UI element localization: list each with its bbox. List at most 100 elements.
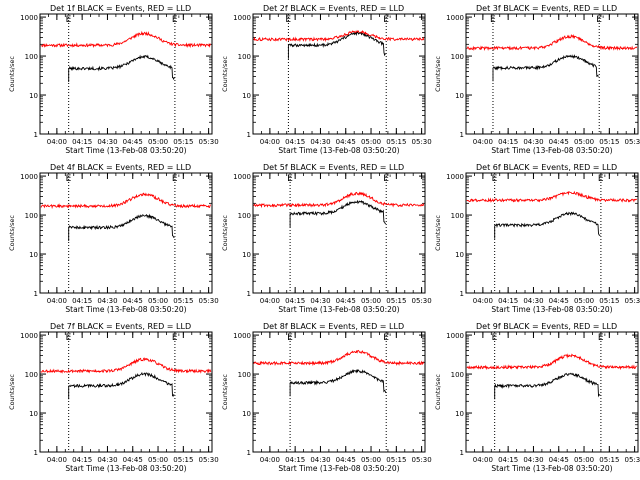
x-tick-label: 04:30	[310, 138, 330, 146]
y-tick-label: 10	[29, 92, 38, 100]
series-red-line	[253, 29, 425, 43]
x-tick-label: 05:30	[199, 456, 219, 464]
chart-panel: Det 3f BLACK = Events, RED = LLD 1 10 100 10…	[434, 4, 640, 155]
series-black-line	[68, 371, 175, 400]
x-axis-label: Start Time (13-Feb-08 03:50:20)	[65, 305, 186, 314]
x-tick-label: 04:15	[285, 138, 305, 146]
plot-frame	[39, 331, 213, 453]
y-tick-label: 1000	[446, 14, 464, 22]
event-end-label: E'	[598, 174, 606, 184]
y-tick-label: 1000	[20, 14, 38, 22]
x-axis-label: Start Time (13-Feb-08 03:50:20)	[491, 305, 612, 314]
y-tick-label: 100	[238, 371, 251, 379]
x-tick-label: 05:30	[625, 138, 640, 146]
event-end-label: E'	[383, 15, 391, 25]
y-tick-label: 1	[34, 290, 38, 298]
x-tick-label: 05:15	[386, 456, 406, 464]
y-tick-label: 1000	[20, 332, 38, 340]
y-tick-label: 100	[25, 371, 38, 379]
x-tick-label: 05:30	[412, 297, 432, 305]
series-black-line	[289, 199, 386, 227]
plot-frame	[39, 13, 213, 135]
series-black-line	[68, 54, 175, 82]
event-start-label: E	[287, 333, 293, 343]
plot-frame	[465, 331, 639, 453]
series-red-line	[466, 353, 637, 371]
series-red-line	[466, 190, 638, 203]
x-tick-label: 05:15	[173, 138, 193, 146]
chart-title: Det 3f BLACK = Events, RED = LLD	[476, 4, 617, 13]
x-tick-label: 05:15	[173, 297, 193, 305]
x-tick-label: 04:45	[336, 456, 356, 464]
event-start-label: E	[492, 174, 498, 184]
event-start-label: E	[66, 174, 72, 184]
x-tick-label: 05:15	[599, 138, 619, 146]
y-tick-label: 1	[247, 449, 251, 457]
x-tick-label: 04:15	[72, 138, 92, 146]
plot-frame	[465, 13, 639, 135]
event-start-label: E	[287, 174, 293, 184]
chart-title: Det 4f BLACK = Events, RED = LLD	[50, 163, 191, 172]
series-red-line	[40, 30, 212, 49]
y-tick-label: 100	[451, 212, 464, 220]
event-end-label: E'	[172, 15, 180, 25]
x-tick-label: 04:45	[336, 297, 356, 305]
y-tick-label: 1	[460, 131, 464, 139]
event-start-label: E	[490, 15, 496, 25]
event-start-label: E	[285, 15, 291, 25]
x-tick-label: 04:00	[473, 297, 493, 305]
x-tick-label: 04:45	[123, 456, 143, 464]
x-tick-label: 05:15	[599, 297, 619, 305]
x-axis-label: Start Time (13-Feb-08 03:50:20)	[278, 464, 399, 473]
y-tick-label: 10	[29, 410, 38, 418]
x-tick-label: 04:45	[123, 297, 143, 305]
x-tick-label: 05:00	[574, 297, 594, 305]
y-tick-label: 100	[238, 212, 251, 220]
y-axis-label: Counts/sec	[434, 374, 442, 410]
series-red-line	[253, 349, 425, 367]
x-axis-label: Start Time (13-Feb-08 03:50:20)	[278, 146, 399, 155]
x-tick-label: 05:15	[386, 297, 406, 305]
series-black-line	[68, 213, 175, 241]
y-axis-label: Counts/sec	[221, 374, 229, 410]
plot-frame	[465, 172, 639, 294]
x-tick-label: 05:30	[412, 456, 432, 464]
y-tick-label: 1	[34, 449, 38, 457]
plot-frame	[252, 13, 426, 135]
y-tick-label: 1	[34, 131, 38, 139]
x-tick-label: 05:00	[361, 297, 381, 305]
event-end-label: E'	[172, 174, 180, 184]
y-tick-label: 1	[460, 290, 464, 298]
x-tick-label: 04:00	[47, 138, 67, 146]
x-tick-label: 04:30	[310, 456, 330, 464]
event-end-label: E'	[383, 174, 391, 184]
event-start-label: E	[492, 333, 498, 343]
x-tick-label: 04:00	[473, 138, 493, 146]
series-black-line	[494, 372, 601, 400]
y-axis-label: Counts/sec	[8, 215, 16, 251]
series-black-line	[287, 31, 386, 59]
x-axis-label: Start Time (13-Feb-08 03:50:20)	[65, 146, 186, 155]
chart-title: Det 5f BLACK = Events, RED = LLD	[263, 163, 404, 172]
y-tick-label: 100	[25, 212, 38, 220]
x-tick-label: 04:30	[97, 297, 117, 305]
x-tick-label: 05:00	[574, 456, 594, 464]
x-tick-label: 04:15	[285, 297, 305, 305]
x-tick-label: 04:15	[498, 456, 518, 464]
x-tick-label: 04:00	[260, 297, 280, 305]
y-tick-label: 1000	[233, 14, 251, 22]
chart-panel: Det 1f BLACK = Events, RED = LLD 1 10 100 10…	[8, 4, 219, 155]
x-tick-label: 04:15	[498, 138, 518, 146]
series-red-line	[40, 357, 212, 374]
chart-panel: Det 4f BLACK = Events, RED = LLD 1 10 100 10…	[8, 163, 219, 314]
y-axis-label: Counts/sec	[221, 56, 229, 92]
chart-title: Det 8f BLACK = Events, RED = LLD	[263, 322, 404, 331]
x-tick-label: 05:00	[574, 138, 594, 146]
chart-panel: Det 9f BLACK = Events, RED = LLD 1 10 100 10…	[434, 322, 640, 473]
y-tick-label: 1	[247, 131, 251, 139]
chart-title: Det 2f BLACK = Events, RED = LLD	[263, 4, 404, 13]
chart-title: Det 6f BLACK = Events, RED = LLD	[476, 163, 617, 172]
chart-panel: Det 5f BLACK = Events, RED = LLD 1 10 100 10…	[221, 163, 432, 314]
x-tick-label: 04:30	[310, 297, 330, 305]
chart-title: Det 9f BLACK = Events, RED = LLD	[476, 322, 617, 331]
